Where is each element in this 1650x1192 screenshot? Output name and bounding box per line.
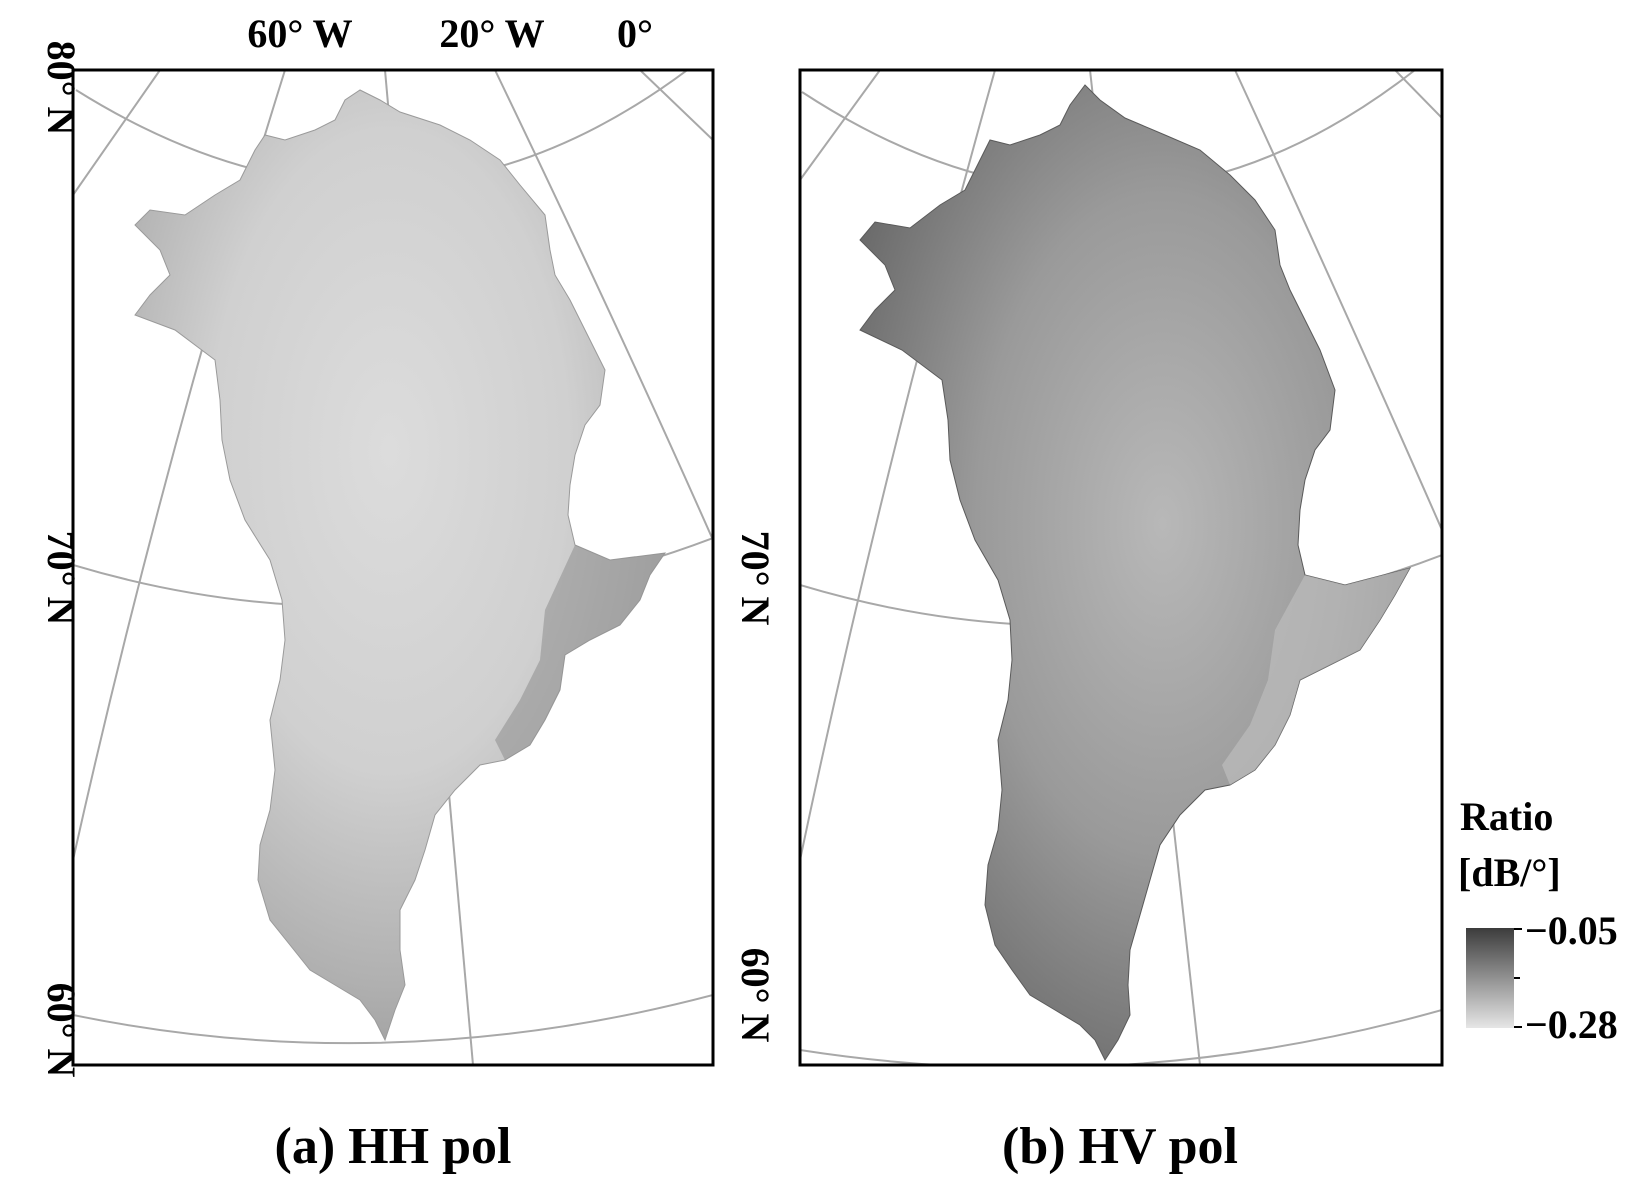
colorbar-title-line2: [dB/°] xyxy=(1458,850,1561,895)
panel-hh-frame xyxy=(71,68,715,1067)
meridian-a4 xyxy=(494,70,713,541)
meridian-b1 xyxy=(800,70,881,181)
parallel-60n xyxy=(73,994,713,1045)
panel-hh-map xyxy=(71,68,715,1067)
meridian-b5 xyxy=(1394,70,1442,119)
colorbar-gradient xyxy=(1466,928,1514,1028)
meridian-a1 xyxy=(73,70,161,196)
greenland-ice-sheet-hv xyxy=(859,84,1412,1062)
caption-hh: (a) HH pol xyxy=(275,1118,512,1175)
lat-label-60n: 60° N xyxy=(39,983,84,1078)
caption-hv: (b) HV pol xyxy=(1002,1118,1238,1175)
lon-label-60w: 60° W xyxy=(247,11,352,56)
meridian-b2 xyxy=(800,70,996,861)
parallel-60n-b xyxy=(800,1009,1442,1065)
panel-hv-map xyxy=(798,68,1444,1067)
lat-label-70n: 70° N xyxy=(39,531,84,626)
colorbar-min-label: −0.28 xyxy=(1525,1002,1618,1047)
east-coast-band-hv xyxy=(1222,568,1410,785)
colorbar: Ratio [dB/°] −0.05 −0.28 xyxy=(1458,794,1618,1047)
lon-label-20w: 20° W xyxy=(439,11,544,56)
lon-label-0: 0° xyxy=(617,11,653,56)
east-coast-band-hh xyxy=(495,545,665,760)
meridian-b4 xyxy=(1234,70,1442,531)
colorbar-title-line1: Ratio xyxy=(1460,794,1553,839)
meridian-a5 xyxy=(639,70,713,141)
lat-label-80n: 80° N xyxy=(39,41,84,136)
lat-label-70n-b: 70° N xyxy=(733,531,778,626)
lat-label-60n-b: 60° N xyxy=(733,948,778,1043)
colorbar-max-label: −0.05 xyxy=(1525,908,1618,953)
greenland-ice-sheet-hh xyxy=(134,89,667,1042)
panel-hv-frame xyxy=(798,68,1444,1067)
